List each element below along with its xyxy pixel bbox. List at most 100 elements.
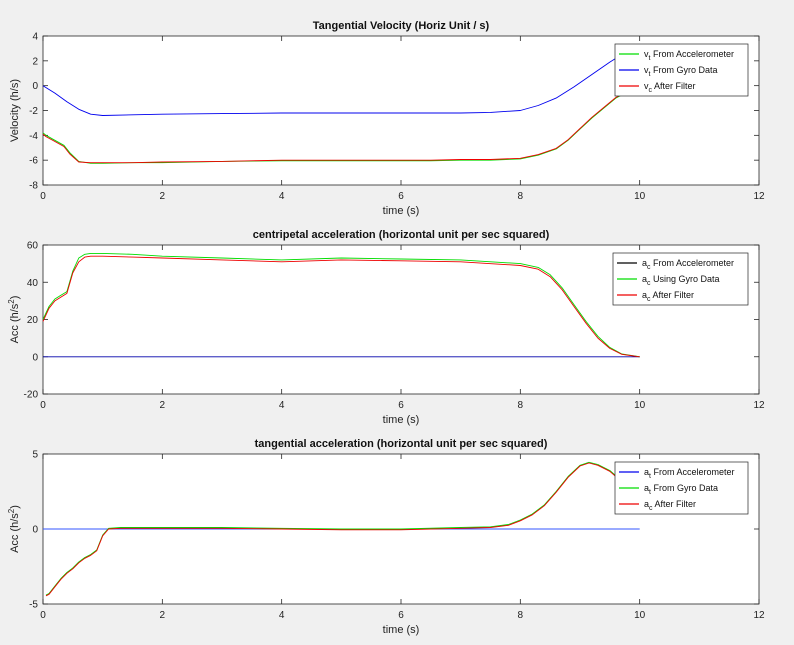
- x-axis-label: time (s): [383, 624, 420, 636]
- series-line-3: [42, 255, 640, 358]
- x-tick-label: 2: [160, 191, 166, 202]
- legend-symbol: a: [644, 467, 649, 477]
- legend-symbol: a: [644, 483, 649, 493]
- x-axis-label: time (s): [383, 414, 420, 426]
- x-tick-label: 6: [398, 400, 404, 411]
- y-tick-label: 4: [32, 32, 38, 43]
- legend-text: From Accelerometer: [650, 49, 734, 59]
- y-tick-label: -2: [29, 106, 38, 117]
- y-axis-label: Acc (h/s2): [7, 505, 21, 553]
- x-tick-label: 10: [634, 191, 646, 202]
- legend-entry: vc After Filter: [644, 81, 696, 94]
- y-tick-label: 0: [32, 81, 38, 92]
- series-line-3: [45, 462, 628, 597]
- legend-entry: ac Using Gyro Data: [642, 274, 720, 287]
- legend-symbol: v: [644, 49, 649, 59]
- x-tick-label: 4: [279, 610, 285, 621]
- legend-symbol: a: [642, 274, 647, 284]
- legend-entry: vt From Accelerometer: [644, 49, 734, 62]
- chart-title: Tangential Velocity (Horiz Unit / s): [313, 20, 490, 32]
- y-tick-label: 0: [32, 525, 38, 536]
- legend-subscript: t: [649, 473, 651, 480]
- legend-subscript: t: [649, 71, 651, 78]
- legend-entry: at From Accelerometer: [644, 467, 735, 480]
- y-tick-label: 20: [27, 315, 39, 326]
- subplot-1: Tangential Velocity (Horiz Unit / s) 0 2 4 6…: [9, 20, 765, 217]
- legend-text: After Filter: [651, 290, 695, 300]
- legend-symbol: v: [644, 81, 649, 91]
- legend-subscript: c: [647, 296, 651, 303]
- series-line-2: [45, 461, 628, 596]
- legend-text: From Gyro Data: [651, 483, 718, 493]
- legend-text: After Filter: [652, 81, 696, 91]
- legend-symbol: a: [642, 258, 647, 268]
- legend-subscript: c: [649, 87, 653, 94]
- legend-entry: ac After Filter: [644, 499, 696, 512]
- x-tick-label: 0: [40, 400, 46, 411]
- legend-entry: ac After Filter: [642, 290, 694, 303]
- y-axis-label-end: ): [9, 296, 21, 300]
- y-axis-label: Velocity (h/s): [9, 79, 21, 142]
- legend-text: From Gyro Data: [650, 65, 717, 75]
- x-tick-label: 0: [40, 191, 46, 202]
- x-tick-label: 12: [753, 610, 765, 621]
- legend-entry: vt From Gyro Data: [644, 65, 717, 78]
- legend-entry: at From Gyro Data: [644, 483, 718, 496]
- x-tick-label: 6: [398, 610, 404, 621]
- legend-entry: ac From Accelerometer: [642, 258, 734, 271]
- y-axis-label-superscript: 2: [7, 508, 16, 513]
- y-tick-label: 2: [32, 56, 38, 67]
- legend-subscript: t: [649, 55, 651, 62]
- legend-subscript: c: [647, 264, 651, 271]
- legend-box: [614, 43, 749, 97]
- x-tick-label: 10: [634, 400, 646, 411]
- chart-title: centripetal acceleration (horizontal uni…: [253, 229, 550, 241]
- x-tick-label: 2: [160, 610, 166, 621]
- y-tick-label: 0: [32, 352, 38, 363]
- x-tick-label: 12: [753, 191, 765, 202]
- x-axis-label: time (s): [383, 205, 420, 217]
- legend-subscript: c: [649, 505, 653, 512]
- y-axis-label: Acc (h/s2): [7, 296, 21, 344]
- y-tick-label: -8: [29, 181, 38, 192]
- legend-text: Using Gyro Data: [651, 274, 720, 284]
- legend-subscript: c: [647, 280, 651, 287]
- y-axis-label-end: ): [9, 505, 21, 509]
- y-axis-label-text: Acc (h/s: [9, 513, 21, 553]
- legend-subscript: t: [649, 489, 651, 496]
- chart-title: tangential acceleration (horizontal unit…: [255, 438, 548, 450]
- y-tick-label: -5: [29, 600, 38, 611]
- legend-text: From Accelerometer: [651, 467, 735, 477]
- legend-text: After Filter: [653, 499, 697, 509]
- x-tick-label: 10: [634, 610, 646, 621]
- x-tick-label: 2: [160, 400, 166, 411]
- x-tick-label: 4: [279, 400, 285, 411]
- series-line-2: [42, 44, 640, 116]
- y-tick-label: 60: [27, 241, 39, 252]
- legend-symbol: a: [644, 499, 649, 509]
- y-axis-label-superscript: 2: [7, 299, 16, 304]
- x-tick-label: 6: [398, 191, 404, 202]
- x-tick-label: 8: [518, 191, 524, 202]
- series-line-2: [42, 252, 640, 358]
- y-axis-label-text: Velocity (h/s): [9, 79, 21, 142]
- x-tick-label: 12: [753, 400, 765, 411]
- y-tick-label: -4: [29, 131, 38, 142]
- x-tick-label: 8: [518, 400, 524, 411]
- legend-text: From Accelerometer: [651, 258, 735, 268]
- x-tick-label: 4: [279, 191, 285, 202]
- x-tick-label: 0: [40, 610, 46, 621]
- legend-symbol: a: [642, 290, 647, 300]
- x-tick-label: 8: [518, 610, 524, 621]
- subplot-3: tangential acceleration (horizontal unit…: [7, 438, 765, 636]
- subplot-2: centripetal acceleration (horizontal uni…: [7, 229, 765, 426]
- y-tick-label: -6: [29, 156, 38, 167]
- y-tick-label: 40: [27, 278, 39, 289]
- series-line-3: [42, 87, 640, 164]
- series-line-1: [42, 87, 640, 164]
- y-axis-label-text: Acc (h/s: [9, 303, 21, 343]
